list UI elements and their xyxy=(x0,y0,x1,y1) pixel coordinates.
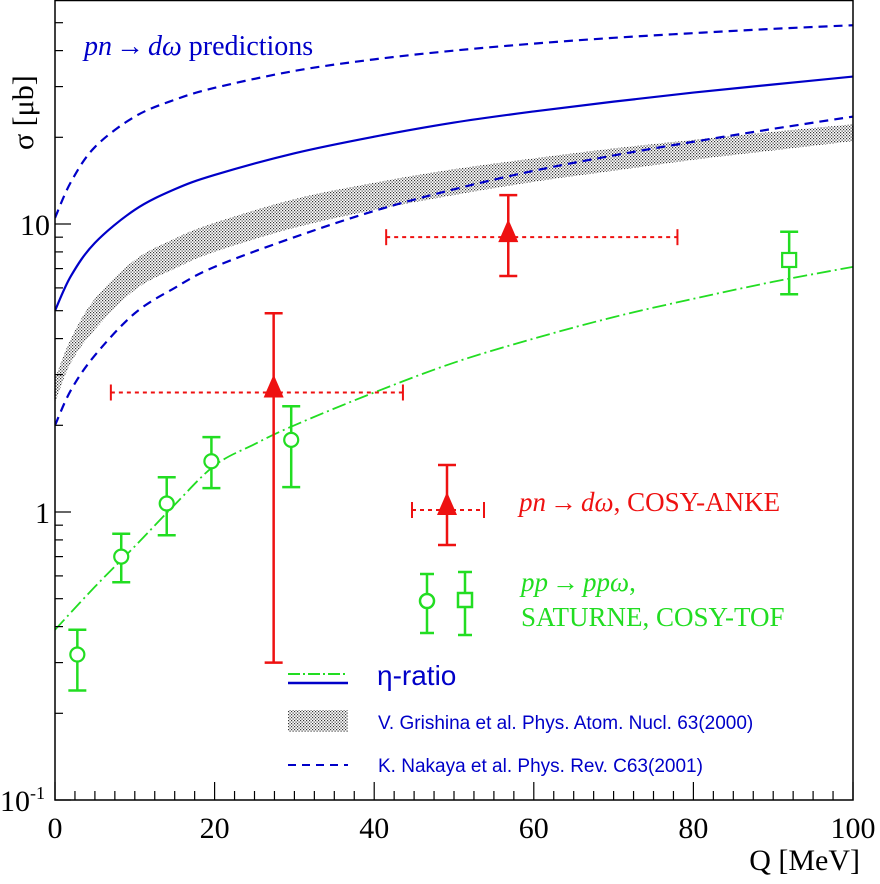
data-point-triangle xyxy=(385,193,679,278)
triangle-marker xyxy=(263,374,284,398)
data-point-triangle xyxy=(109,311,404,664)
legend-marker-saturne xyxy=(418,572,436,635)
legend-marker-cosy-tof xyxy=(456,570,474,637)
legend-band-grishina xyxy=(288,710,348,732)
axis-ticks: 0 20 40 60 80 100 10-1 1 10 xyxy=(0,22,876,845)
data-point-circle xyxy=(112,532,131,584)
data-point-circle xyxy=(68,628,87,692)
data-point-circle xyxy=(282,404,301,489)
band-grishina xyxy=(55,124,853,403)
y-axis-label: σ [μb] xyxy=(7,75,40,150)
annotation-text: predictions xyxy=(182,31,313,62)
circle-marker xyxy=(158,495,175,512)
y-tick-label: 10-1 xyxy=(0,783,45,818)
annotation-arrow: → xyxy=(116,31,144,62)
circle-marker xyxy=(113,548,130,565)
x-tick-label: 20 xyxy=(200,812,230,845)
series-layer xyxy=(55,24,853,692)
x-tick-label: 40 xyxy=(359,812,389,845)
legend-label-anke: pn → dω, COSY-ANKE xyxy=(517,487,780,517)
curve-eta-ratio-pp-pp- xyxy=(55,265,853,631)
curve-nakaya-lower xyxy=(55,115,853,426)
data-point-square xyxy=(780,230,799,296)
legend-label-experiments: SATURNE, COSY-TOF xyxy=(521,602,785,632)
annotation-product: dω xyxy=(148,31,182,62)
circle-marker xyxy=(203,453,220,470)
plot-area xyxy=(55,24,853,692)
predictions-annotation: pn → dω predictions xyxy=(82,31,313,62)
legend-label-nakaya: K. Nakaya et al. Phys. Rev. C63(2001) xyxy=(378,756,703,777)
circle-marker xyxy=(69,646,86,663)
legend-marker-anke xyxy=(411,463,485,547)
annotation-reactant: pn xyxy=(82,31,112,62)
square-marker xyxy=(781,251,798,269)
circle-marker xyxy=(283,431,300,448)
legend-label-grishina: V. Grishina et al. Phys. Atom. Nucl. 63(… xyxy=(378,713,753,734)
data-point-circle xyxy=(202,435,221,490)
y-tick-label: 1 xyxy=(35,497,50,530)
x-tick-label: 100 xyxy=(831,812,876,845)
x-axis-label: Q [MeV] xyxy=(749,844,860,877)
curve-nakaya-upper xyxy=(55,24,853,219)
legend-label-pp-reaction: pp → ppω, xyxy=(519,567,636,597)
x-tick-label: 0 xyxy=(48,812,63,845)
legend-label-eta-ratio: η-ratio xyxy=(377,660,456,691)
data-point-circle xyxy=(157,476,176,537)
x-tick-label: 80 xyxy=(678,812,708,845)
y-tick-label: 10 xyxy=(20,209,50,242)
x-tick-label: 60 xyxy=(519,812,549,845)
curve-eta-ratio-pn-d- xyxy=(55,75,853,312)
triangle-marker xyxy=(498,219,519,243)
legend: pn → dω, COSY-ANKE pp → ppω, SATURNE, COSY-T… xyxy=(288,463,785,777)
